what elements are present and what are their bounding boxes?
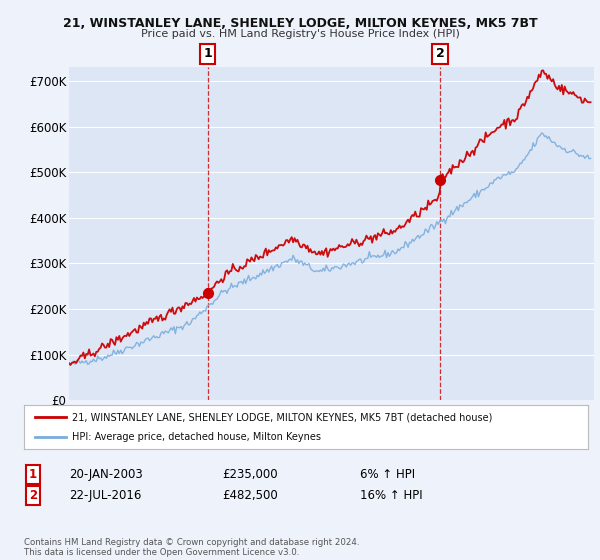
Text: 2: 2 — [29, 489, 37, 502]
Text: 16% ↑ HPI: 16% ↑ HPI — [360, 489, 422, 502]
Text: 6% ↑ HPI: 6% ↑ HPI — [360, 468, 415, 481]
Text: £235,000: £235,000 — [222, 468, 278, 481]
Text: Price paid vs. HM Land Registry's House Price Index (HPI): Price paid vs. HM Land Registry's House … — [140, 29, 460, 39]
Text: £482,500: £482,500 — [222, 489, 278, 502]
Text: 1: 1 — [203, 48, 212, 60]
Text: 21, WINSTANLEY LANE, SHENLEY LODGE, MILTON KEYNES, MK5 7BT: 21, WINSTANLEY LANE, SHENLEY LODGE, MILT… — [62, 17, 538, 30]
Text: 20-JAN-2003: 20-JAN-2003 — [69, 468, 143, 481]
Text: HPI: Average price, detached house, Milton Keynes: HPI: Average price, detached house, Milt… — [72, 432, 321, 442]
Text: 21, WINSTANLEY LANE, SHENLEY LODGE, MILTON KEYNES, MK5 7BT (detached house): 21, WINSTANLEY LANE, SHENLEY LODGE, MILT… — [72, 412, 493, 422]
Text: 1: 1 — [29, 468, 37, 481]
Text: 22-JUL-2016: 22-JUL-2016 — [69, 489, 142, 502]
Text: 2: 2 — [436, 48, 445, 60]
Text: Contains HM Land Registry data © Crown copyright and database right 2024.
This d: Contains HM Land Registry data © Crown c… — [24, 538, 359, 557]
